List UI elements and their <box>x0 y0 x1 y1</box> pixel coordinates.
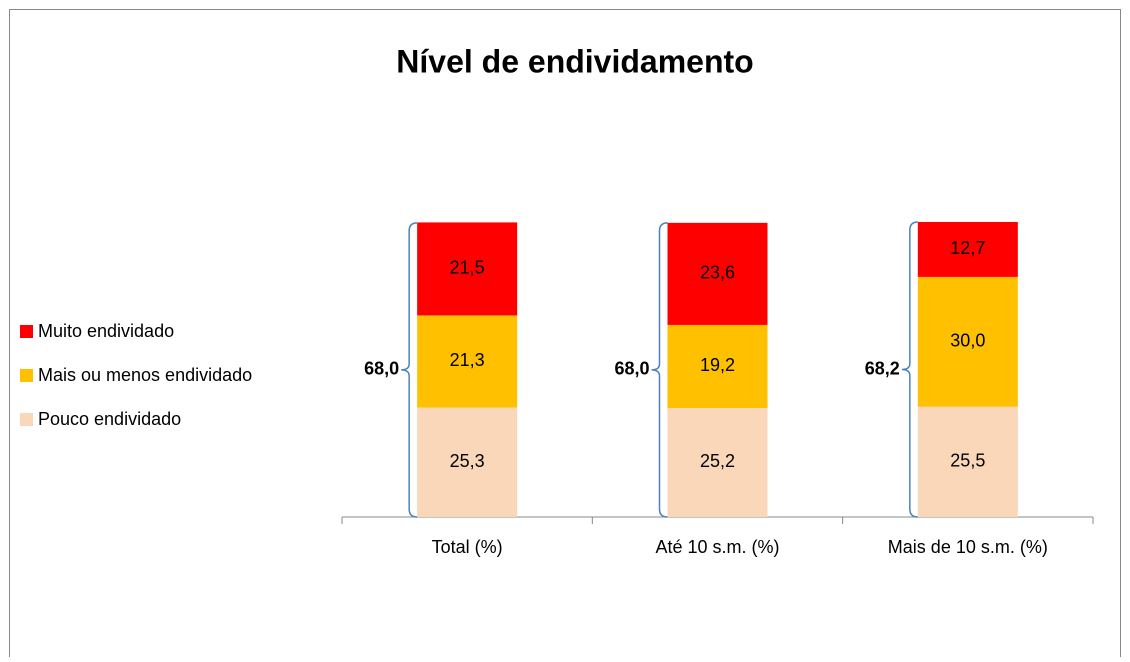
value-label: 21,3 <box>450 350 485 370</box>
total-label: 68,0 <box>614 359 649 379</box>
bar-segment <box>667 324 768 408</box>
legend-label: Mais ou menos endividado <box>38 365 252 385</box>
bar-segment <box>917 276 1018 407</box>
total-brace <box>401 222 418 518</box>
bar-segment <box>917 406 1018 517</box>
x-tick-label: Mais de 10 s.m. (%) <box>888 537 1048 557</box>
bar-segment <box>417 315 518 408</box>
value-label: 12,7 <box>950 238 985 258</box>
value-label: 23,6 <box>700 263 735 283</box>
value-label: 25,5 <box>950 451 985 471</box>
bar-segment <box>417 407 518 517</box>
legend-label: Pouco endividado <box>38 409 181 429</box>
total-label: 68,0 <box>364 359 399 379</box>
chart-title: Nível de endividamento <box>396 43 753 79</box>
legend-swatch <box>20 325 33 338</box>
bar-segment <box>417 222 518 316</box>
bar-segment <box>667 222 768 325</box>
total-brace <box>651 222 668 518</box>
bar-segment <box>667 407 768 517</box>
value-label: 19,2 <box>700 355 735 375</box>
value-label: 25,3 <box>450 451 485 471</box>
total-label: 68,2 <box>865 358 900 378</box>
bar-segment <box>917 222 1018 277</box>
x-tick-label: Até 10 s.m. (%) <box>655 537 779 557</box>
value-label: 30,0 <box>950 331 985 351</box>
x-tick-label: Total (%) <box>432 537 503 557</box>
value-label: 21,5 <box>450 258 485 278</box>
value-label: 25,2 <box>700 451 735 471</box>
legend-swatch <box>20 369 33 382</box>
legend-label: Muito endividado <box>38 321 174 341</box>
legend-swatch <box>20 413 33 426</box>
